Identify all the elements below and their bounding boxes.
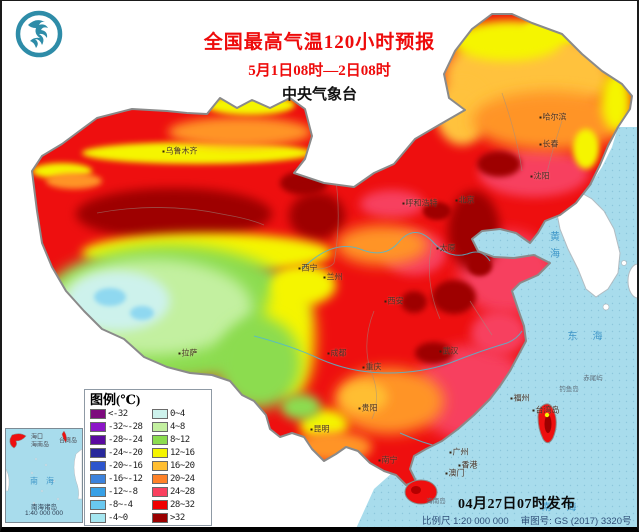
scale-text: 比例尺 1:20 000 000: [422, 516, 509, 527]
legend-entry: -20~-16: [90, 459, 152, 472]
legend-label: 4~8: [170, 421, 185, 432]
south-china-sea-inset: 海口 海南岛 台湾岛 南海 南海诸岛 1:40 000 000: [5, 428, 83, 523]
legend-swatch: [152, 512, 168, 523]
legend-swatch: [152, 473, 168, 484]
legend-swatch: [90, 447, 106, 458]
legend-grid: <-32 0~4 -32~-28 4~8 -28~-24 8~12 -24~-20 12~16…: [90, 407, 207, 524]
legend-label: -16~-12: [108, 473, 143, 484]
legend-swatch: [152, 434, 168, 445]
korea-peninsula: [555, 186, 637, 311]
legend-label: -4~0: [108, 512, 128, 523]
legend-entry: -12~-8: [90, 485, 152, 498]
legend-title: 图例(℃): [90, 392, 141, 407]
legend-label: 8~12: [170, 434, 190, 445]
legend-entry: -24~-20: [90, 446, 152, 459]
legend-swatch: [152, 447, 168, 458]
inset-sea-label: 南海: [30, 476, 62, 486]
legend-label: >32: [170, 512, 185, 523]
map-subtitle: 5月1日08时—2日08时: [248, 63, 391, 79]
legend-entry: -16~-12: [90, 472, 152, 485]
legend-label: -12~-8: [108, 486, 138, 497]
taiwan-island: [537, 403, 557, 444]
publish-time: 04月27日07时发布: [458, 497, 576, 512]
legend-entry: <-32: [90, 407, 152, 420]
legend-label: <-32: [108, 408, 128, 419]
legend-label: -8~-4: [108, 499, 133, 510]
legend-swatch: [90, 421, 106, 432]
legend-entry: 28~32: [152, 498, 208, 511]
legend-swatch: [90, 473, 106, 484]
inset-haikou-label: 海口: [30, 434, 44, 441]
legend-box: 图例(℃) <-32 0~4 -32~-28 4~8 -28~-24 8~12 -24~-2…: [84, 389, 212, 526]
legend-label: 20~24: [170, 473, 195, 484]
inset-caption: 南海诸岛: [31, 504, 57, 511]
legend-swatch: [152, 460, 168, 471]
legend-label: 24~28: [170, 486, 195, 497]
legend-swatch: [90, 512, 106, 523]
legend-entry: >32: [152, 511, 208, 524]
legend-swatch: [152, 408, 168, 419]
legend-label: -24~-20: [108, 447, 143, 458]
china-meteorological-administration-logo: [15, 10, 63, 58]
legend-swatch: [90, 408, 106, 419]
legend-label: -32~-28: [108, 421, 143, 432]
inset-hainan-label: 海南岛: [30, 442, 50, 449]
legend-label: 28~32: [170, 499, 195, 510]
legend-entry: 12~16: [152, 446, 208, 459]
legend-swatch: [152, 486, 168, 497]
legend-entry: -28~-24: [90, 433, 152, 446]
legend-swatch: [90, 499, 106, 510]
legend-swatch: [90, 460, 106, 471]
legend-entry: 16~20: [152, 459, 208, 472]
legend-entry: -32~-28: [90, 420, 152, 433]
legend-swatch: [90, 486, 106, 497]
legend-swatch: [90, 434, 106, 445]
inset-taiwan-label: 台湾岛: [58, 438, 78, 445]
legend-entry: 4~8: [152, 420, 208, 433]
legend-entry: 20~24: [152, 472, 208, 485]
hainan-island: [404, 479, 438, 505]
legend-entry: -8~-4: [90, 498, 152, 511]
inset-scale: 1:40 000 000: [25, 510, 63, 517]
legend-label: -20~-16: [108, 460, 143, 471]
approval-text: 审图号: GS (2017) 3320号: [520, 516, 632, 527]
legend-entry: 8~12: [152, 433, 208, 446]
inset-map-graphic: [6, 429, 82, 522]
legend-label: 16~20: [170, 460, 195, 471]
legend-entry: 24~28: [152, 485, 208, 498]
legend-label: 12~16: [170, 447, 195, 458]
map-scale-line: 比例尺 1:20 000 000 审图号: GS (2017) 3320号: [422, 513, 632, 527]
legend-label: 0~4: [170, 408, 185, 419]
map-title: 全国最高气温120小时预报: [203, 32, 436, 53]
legend-entry: -4~0: [90, 511, 152, 524]
legend-swatch: [152, 499, 168, 510]
legend-label: -28~-24: [108, 434, 143, 445]
agency-name: 中央气象台: [281, 87, 357, 103]
legend-swatch: [152, 421, 168, 432]
legend-entry: 0~4: [152, 407, 208, 420]
